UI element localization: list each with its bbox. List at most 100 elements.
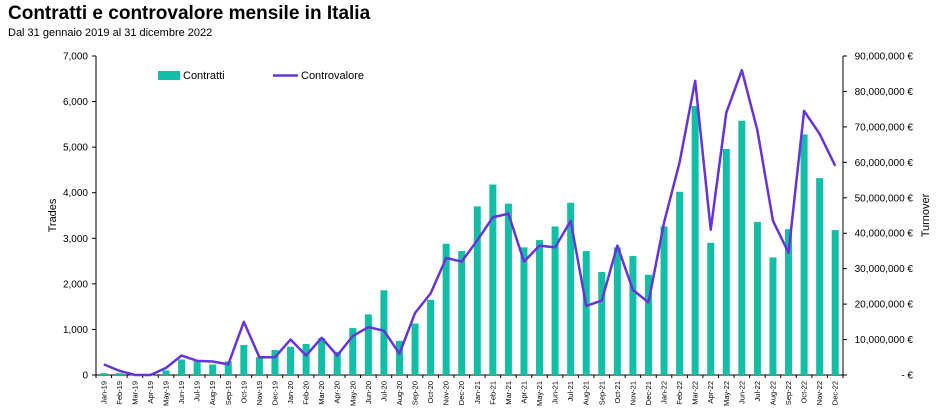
bar bbox=[644, 274, 652, 375]
x-tick-label: Apr-22 bbox=[706, 381, 715, 404]
x-tick-label: Sep-19 bbox=[224, 381, 233, 405]
bar bbox=[722, 148, 730, 375]
bar bbox=[816, 178, 824, 375]
x-tick-label: Feb-22 bbox=[675, 381, 684, 405]
x-tick-label: Jul-21 bbox=[566, 381, 575, 401]
left-tick-label: 4,000 bbox=[63, 188, 88, 199]
left-tick-label: 3,000 bbox=[63, 234, 88, 245]
x-tick-label: Jun-19 bbox=[177, 381, 186, 404]
bar bbox=[287, 346, 295, 375]
x-tick-label: Oct-19 bbox=[239, 381, 248, 404]
right-tick-label: 80,000,000 € bbox=[855, 87, 914, 98]
x-tick-label: Mar-19 bbox=[130, 381, 139, 405]
bar bbox=[209, 364, 217, 375]
bar bbox=[831, 230, 839, 375]
bar bbox=[318, 338, 326, 375]
x-tick-label: Jun-22 bbox=[737, 381, 746, 404]
x-tick-label: Nov-21 bbox=[628, 381, 637, 405]
x-tick-label: Aug-19 bbox=[208, 381, 217, 405]
x-tick-label: Jun-20 bbox=[364, 381, 373, 404]
bar bbox=[738, 120, 746, 375]
x-tick-label: Sep-20 bbox=[411, 381, 420, 405]
x-tick-label: Dec-21 bbox=[644, 381, 653, 405]
bar bbox=[613, 247, 621, 375]
x-tick-label: Feb-20 bbox=[302, 381, 311, 405]
right-tick-label: 40,000,000 € bbox=[855, 229, 914, 240]
bar bbox=[302, 344, 310, 375]
right-tick-label: 70,000,000 € bbox=[855, 122, 914, 133]
x-tick-label: Jun-21 bbox=[551, 381, 560, 404]
x-tick-label: Mar-20 bbox=[317, 381, 326, 405]
x-tick-label: Aug-22 bbox=[768, 381, 777, 405]
bar bbox=[100, 373, 108, 375]
bar bbox=[395, 340, 403, 375]
bar bbox=[458, 251, 466, 375]
x-tick-label: Apr-20 bbox=[333, 381, 342, 404]
right-tick-label: 60,000,000 € bbox=[855, 158, 914, 169]
bar bbox=[800, 134, 808, 375]
bar bbox=[536, 240, 544, 375]
x-tick-label: Aug-21 bbox=[582, 381, 591, 405]
x-tick-label: Sep-21 bbox=[597, 381, 606, 405]
bar bbox=[115, 373, 123, 375]
turnover-line bbox=[103, 68, 837, 377]
x-tick-label: Jul-20 bbox=[379, 381, 388, 401]
left-axis-title: Trades bbox=[47, 198, 59, 232]
bar bbox=[349, 328, 357, 375]
x-tick-label: Jan-21 bbox=[473, 381, 482, 404]
bar bbox=[364, 314, 372, 375]
bar bbox=[691, 106, 699, 375]
bar bbox=[567, 202, 575, 375]
x-tick-label: Jan-22 bbox=[660, 381, 669, 404]
left-tick-label: 0 bbox=[82, 371, 88, 382]
x-tick-label: Jul-19 bbox=[193, 381, 202, 401]
x-tick-label: Oct-21 bbox=[613, 381, 622, 404]
right-tick-label: 10,000,000 € bbox=[855, 335, 914, 346]
x-tick-label: Aug-20 bbox=[395, 381, 404, 405]
x-tick-label: Apr-19 bbox=[146, 381, 155, 404]
right-tick-label: 20,000,000 € bbox=[855, 300, 914, 311]
x-tick-label: Dec-20 bbox=[457, 381, 466, 405]
x-tick-label: May-22 bbox=[722, 381, 731, 406]
left-tick-label: 2,000 bbox=[63, 279, 88, 290]
bar bbox=[660, 226, 668, 375]
x-tick-label: Dec-19 bbox=[270, 381, 279, 405]
x-tick-label: Nov-20 bbox=[442, 381, 451, 405]
bar bbox=[193, 360, 201, 375]
left-tick-label: 6,000 bbox=[63, 97, 88, 108]
bar bbox=[551, 226, 559, 375]
x-tick-label: Feb-19 bbox=[115, 381, 124, 405]
bar bbox=[255, 357, 263, 375]
right-tick-label: - € bbox=[901, 371, 913, 382]
bar bbox=[629, 256, 637, 375]
left-tick-label: 7,000 bbox=[63, 52, 88, 63]
x-tick-label: May-20 bbox=[348, 381, 357, 406]
x-tick-label: Apr-21 bbox=[519, 381, 528, 404]
x-tick-label: Oct-20 bbox=[426, 381, 435, 404]
bar bbox=[224, 361, 232, 375]
x-tick-label: Mar-21 bbox=[504, 381, 513, 405]
bar bbox=[333, 351, 341, 375]
bar bbox=[785, 229, 793, 375]
x-tick-label: Mar-22 bbox=[691, 381, 700, 405]
x-tick-label: May-19 bbox=[162, 381, 171, 406]
x-tick-label: Nov-22 bbox=[815, 381, 824, 405]
bar bbox=[707, 242, 715, 375]
right-tick-label: 50,000,000 € bbox=[855, 193, 914, 204]
right-tick-label: 90,000,000 € bbox=[855, 52, 914, 63]
legend-label-bar: Contratti bbox=[183, 70, 225, 82]
x-tick-label: Sep-22 bbox=[784, 381, 793, 405]
right-tick-label: 30,000,000 € bbox=[855, 264, 914, 275]
bar bbox=[162, 370, 170, 375]
left-tick-label: 5,000 bbox=[63, 143, 88, 154]
x-tick-label: Jan-19 bbox=[99, 381, 108, 404]
x-tick-label: Feb-21 bbox=[488, 381, 497, 405]
bar bbox=[271, 349, 279, 375]
x-tick-label: Jul-22 bbox=[753, 381, 762, 401]
x-tick-label: May-21 bbox=[535, 381, 544, 406]
x-tick-label: Dec-22 bbox=[831, 381, 840, 405]
bar bbox=[427, 299, 435, 375]
bar bbox=[473, 206, 481, 375]
